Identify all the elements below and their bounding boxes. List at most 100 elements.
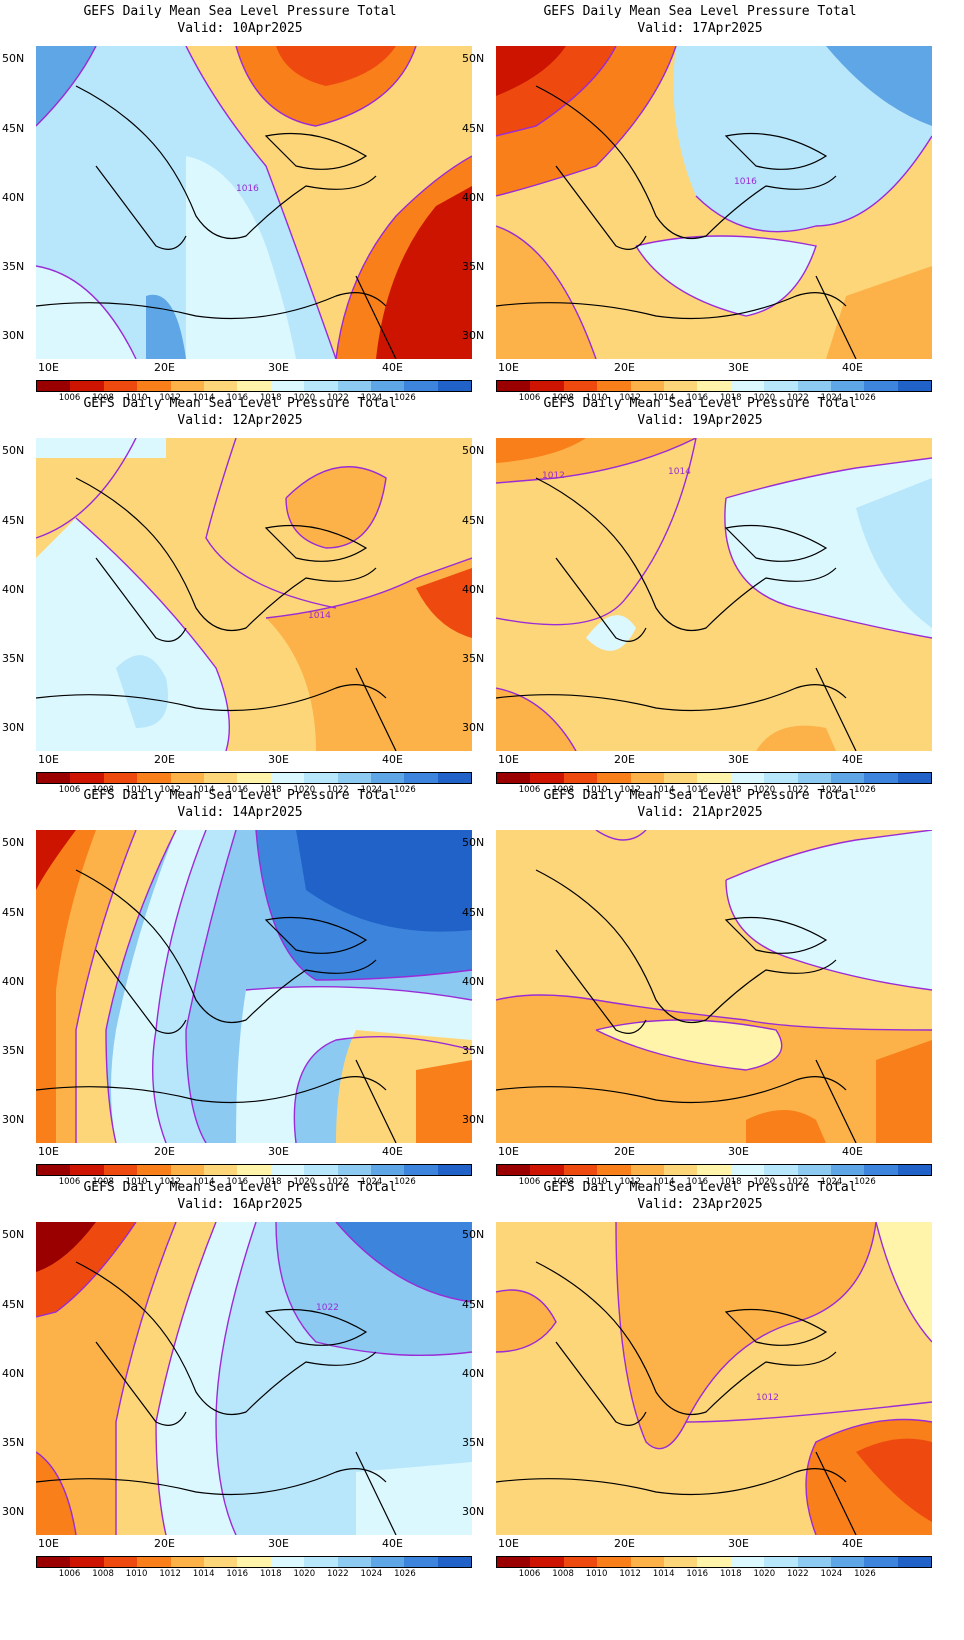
colorbar-label: 1022 [787, 393, 809, 403]
lat-label: 35N [462, 1044, 485, 1057]
colorbar-label: 1012 [619, 785, 641, 795]
panel-title: GEFS Daily Mean Sea Level Pressure Total [543, 396, 857, 411]
colorbar-swatch [530, 381, 564, 391]
colorbar-swatch [370, 381, 405, 391]
colorbar-swatch [897, 1557, 932, 1567]
lon-label: 10E [498, 753, 519, 766]
colorbar-swatch [70, 1165, 104, 1175]
colorbar-swatch [170, 1557, 204, 1567]
colorbar-swatch [630, 1557, 664, 1567]
colorbar-label: 1012 [619, 393, 641, 403]
colorbar-swatch [103, 381, 138, 391]
pressure-map [496, 830, 932, 1143]
colorbar-label: 1008 [92, 1177, 114, 1187]
lon-label: 30E [268, 1145, 289, 1158]
colorbar-label: 1024 [820, 1569, 843, 1579]
colorbar-swatch [864, 381, 898, 391]
isobar-label: 1014 [308, 611, 331, 621]
colorbar-label: 1014 [652, 785, 675, 795]
colorbar-label: 1008 [552, 785, 574, 795]
colorbar-label: 1026 [394, 1177, 416, 1187]
colorbar-label: 1012 [159, 1569, 181, 1579]
lat-label: 45N [462, 906, 485, 919]
colorbar-label: 1016 [226, 785, 249, 795]
colorbar-label: 1024 [360, 393, 383, 403]
colorbar-label: 1014 [192, 785, 215, 795]
panel-valid-date: Valid: 14Apr2025 [177, 805, 303, 820]
colorbar-label: 1016 [686, 393, 709, 403]
colorbar-swatch [337, 773, 371, 783]
colorbar-label: 1018 [719, 1177, 742, 1187]
panel-valid-date: Valid: 21Apr2025 [637, 805, 763, 820]
colorbar-label: 1024 [820, 1177, 843, 1187]
colorbar-swatch [530, 1165, 564, 1175]
colorbar-swatch [663, 1165, 698, 1175]
colorbar-swatch [70, 1557, 104, 1567]
lat-label: 45N [462, 1298, 485, 1311]
colorbar-swatch [203, 773, 238, 783]
lon-label: 30E [268, 361, 289, 374]
colorbar [496, 380, 932, 392]
colorbar-label: 1010 [125, 393, 148, 403]
lat-label: 50N [2, 52, 25, 65]
colorbar-swatch [237, 773, 271, 783]
colorbar-label: 1010 [585, 785, 608, 795]
colorbar-label: 1020 [293, 393, 316, 403]
colorbar-label: 1020 [753, 1569, 776, 1579]
colorbar-swatch [563, 773, 598, 783]
colorbar-swatch [137, 1557, 171, 1567]
lon-label: 20E [614, 753, 635, 766]
colorbar-swatch [597, 381, 631, 391]
lat-label: 45N [2, 514, 25, 527]
lat-label: 30N [462, 329, 485, 342]
pressure-map: 1012 1014 [496, 438, 932, 751]
colorbar-label: 1024 [360, 1569, 383, 1579]
colorbar-label: 1014 [652, 1177, 675, 1187]
colorbar-label: 1016 [226, 1177, 249, 1187]
lon-label: 30E [728, 361, 749, 374]
colorbar-label: 1022 [327, 785, 349, 795]
colorbar-swatch [70, 773, 104, 783]
colorbar-label: 1006 [58, 1569, 81, 1579]
lat-label: 30N [462, 1113, 485, 1126]
colorbar-swatch [730, 1557, 765, 1567]
colorbar-label: 1026 [854, 1177, 876, 1187]
lat-label: 50N [2, 1228, 25, 1241]
panel-title: GEFS Daily Mean Sea Level Pressure Total [83, 396, 397, 411]
colorbar [36, 1164, 472, 1176]
colorbar-label: 1018 [259, 1569, 282, 1579]
colorbar-label: 1026 [854, 785, 876, 795]
map-panel-7: GEFS Daily Mean Sea Level Pressure Total… [460, 1176, 940, 1586]
colorbar-swatch [530, 1557, 564, 1567]
lon-label: 10E [38, 1537, 59, 1550]
colorbar-swatch [764, 381, 798, 391]
colorbar-swatch [203, 381, 238, 391]
colorbar-label: 1010 [585, 1177, 608, 1187]
colorbar-swatch [170, 381, 204, 391]
lat-label: 35N [2, 260, 25, 273]
lon-label: 10E [38, 361, 59, 374]
isobar-label: 1022 [316, 1303, 339, 1313]
colorbar-swatch [730, 773, 765, 783]
colorbar-swatch [797, 381, 831, 391]
colorbar-label: 1022 [327, 1177, 349, 1187]
colorbar [496, 772, 932, 784]
colorbar-label: 1006 [518, 1177, 541, 1187]
lon-label: 40E [842, 753, 863, 766]
colorbar-swatch [404, 1557, 438, 1567]
lat-label: 40N [462, 191, 485, 204]
colorbar-swatch [203, 1165, 238, 1175]
colorbar-swatch [37, 773, 71, 783]
lat-label: 50N [462, 1228, 485, 1241]
colorbar-swatch [37, 1165, 71, 1175]
colorbar-swatch [37, 381, 71, 391]
colorbar-label: 1016 [686, 1177, 709, 1187]
colorbar-label: 1012 [619, 1177, 641, 1187]
colorbar-swatch [404, 773, 438, 783]
lat-label: 45N [462, 514, 485, 527]
colorbar-swatch [864, 1165, 898, 1175]
lat-label: 45N [2, 1298, 25, 1311]
colorbar-label: 1020 [293, 1177, 316, 1187]
isobar-label: 1014 [668, 467, 691, 477]
colorbar-label: 1024 [820, 393, 843, 403]
